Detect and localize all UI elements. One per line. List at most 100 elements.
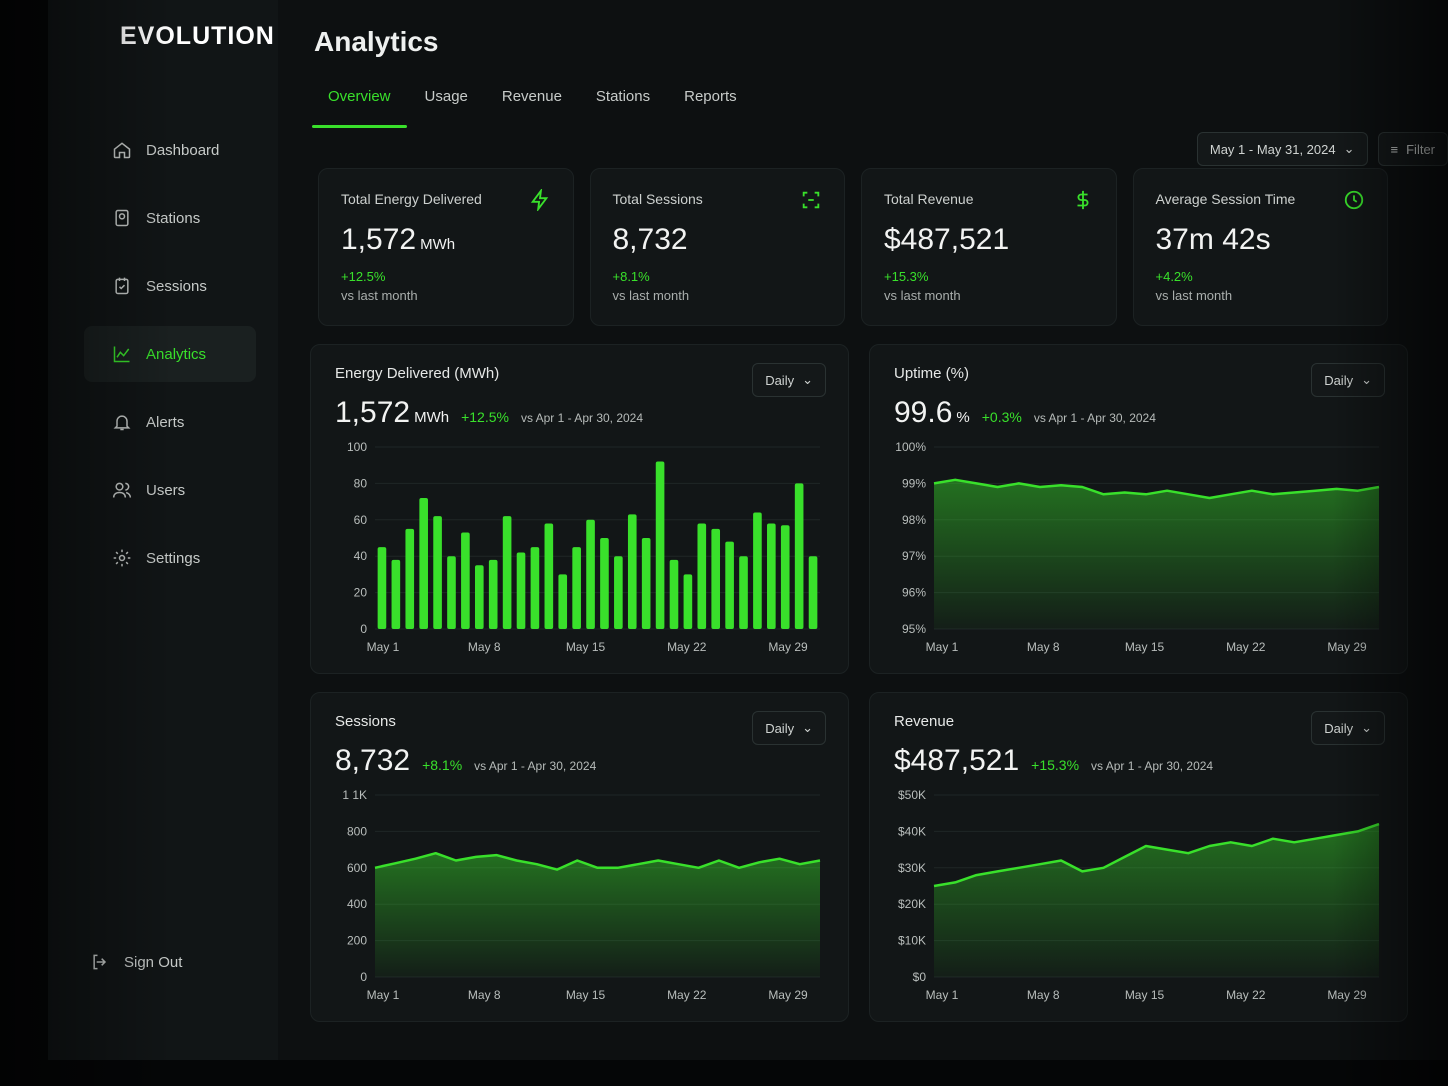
- bar: [530, 547, 540, 629]
- y-tick-label: 60: [354, 513, 368, 527]
- panel-compare: vs Apr 1 - Apr 30, 2024: [1033, 411, 1156, 425]
- sidebar-item-label: Alerts: [146, 413, 185, 431]
- dropdown-label: Daily: [765, 372, 795, 388]
- sidebar-item-label: Users: [146, 481, 186, 499]
- x-tick-label: May 29: [768, 640, 808, 654]
- sidebar-item-stations[interactable]: Stations: [84, 190, 256, 246]
- panel-value: $487,521: [894, 744, 1020, 777]
- y-tick-label: $30K: [898, 861, 926, 875]
- main-content: Analytics Overview Usage Revenue Station…: [278, 0, 1448, 1060]
- tab-revenue[interactable]: Revenue: [501, 88, 562, 105]
- y-tick-label: 0: [360, 970, 367, 984]
- bar: [377, 547, 387, 629]
- bar: [572, 547, 581, 629]
- toolbar: May 1 - May 31, 2024 ⌄ ≡ Filter: [1196, 132, 1448, 166]
- kpi-change: +4.2%: [1155, 269, 1193, 284]
- energy-panel: Energy Delivered (MWh) 1,572 MWh +12.5% v…: [310, 344, 849, 674]
- x-tick-label: May 29: [1327, 640, 1367, 654]
- x-tick-label: May 1: [926, 988, 959, 1002]
- kpi-value: 8,732: [612, 223, 688, 256]
- app-window: EVOLUTION Dashboard Stations Sessions An…: [48, 0, 1448, 1060]
- kpi-label: Total Sessions: [612, 191, 703, 207]
- bar: [474, 565, 484, 629]
- filter-icon: ≡: [1390, 141, 1399, 157]
- y-tick-label: 600: [347, 861, 367, 875]
- panel-compare: vs Apr 1 - Apr 30, 2024: [520, 411, 644, 425]
- bar: [558, 574, 568, 629]
- x-tick-label: May 1: [926, 640, 959, 654]
- sidebar-item-settings[interactable]: Settings: [84, 530, 256, 586]
- panel-title: Energy Delivered (MWh): [335, 365, 500, 382]
- sidebar-item-sessions[interactable]: Sessions: [84, 258, 256, 314]
- panel-value: 8,732: [335, 744, 411, 777]
- sidebar-item-dashboard[interactable]: Dashboard: [84, 122, 256, 178]
- x-tick-label: May 8: [468, 988, 501, 1002]
- chevron-down-icon: ⌄: [1361, 720, 1372, 735]
- kpi-value: $487,521: [884, 223, 1010, 256]
- interval-dropdown[interactable]: Daily ⌄: [1311, 711, 1385, 745]
- bar: [739, 556, 748, 629]
- date-range-label: May 1 - May 31, 2024: [1209, 141, 1336, 157]
- x-tick-label: May 15: [566, 988, 606, 1002]
- kpi-label: Average Session Time: [1155, 191, 1296, 207]
- y-tick-label: 20: [354, 586, 368, 600]
- sessions-scan-icon: [802, 191, 820, 209]
- bar: [405, 528, 415, 629]
- bar: [794, 483, 804, 629]
- interval-dropdown[interactable]: Daily ⌄: [752, 711, 826, 745]
- bar: [683, 574, 693, 629]
- sidebar-item-analytics[interactable]: Analytics: [84, 326, 256, 382]
- y-tick-label: 80: [354, 476, 368, 490]
- kpi-row: Total Energy Delivered 1,572 MWh +12.5% v…: [310, 168, 1428, 326]
- y-tick-label: $50K: [898, 788, 926, 802]
- bar: [586, 519, 595, 629]
- chart-svg: 100% 99% 98% 97% 96% 95%May 1 May 8 May 15 May 2…: [895, 440, 1380, 654]
- sidebar-nav: Dashboard Stations Sessions Analytics Al…: [48, 122, 278, 586]
- bar: [725, 541, 734, 629]
- station-icon: [115, 209, 129, 227]
- bar: [627, 514, 637, 629]
- panel-value: 1,572 MWh: [335, 396, 449, 430]
- sidebar-item-users[interactable]: Users: [84, 462, 256, 518]
- panel-number: 1,572: [335, 396, 411, 429]
- panel-stat: 99.6% +0.3% vs Apr 1 - Apr 30, 2024: [894, 396, 1383, 430]
- users-icon: [112, 482, 132, 498]
- x-tick-label: May 15: [1125, 988, 1165, 1002]
- bar: [697, 523, 707, 629]
- date-range-picker[interactable]: May 1 - May 31, 2024 ⌄: [1196, 132, 1368, 166]
- filter-button[interactable]: ≡ Filter: [1377, 132, 1448, 166]
- y-tick-label: 400: [347, 897, 367, 911]
- x-tick-label: May 8: [468, 640, 501, 654]
- interval-dropdown[interactable]: Daily ⌄: [752, 363, 826, 397]
- tab-stations[interactable]: Stations: [595, 88, 651, 105]
- x-tick-label: May 15: [1125, 640, 1165, 654]
- x-tick-label: May 8: [1027, 640, 1060, 654]
- home-icon: [113, 142, 131, 159]
- sidebar-item-alerts[interactable]: Alerts: [84, 394, 256, 450]
- tab-overview[interactable]: Overview: [312, 88, 406, 128]
- kpi-number: 1,572: [341, 223, 417, 256]
- interval-dropdown[interactable]: Daily ⌄: [1311, 363, 1385, 397]
- sessions-panel: Sessions 8,732 +8.1% vs Apr 1 - Apr 30, …: [310, 692, 849, 1022]
- panel-unit: %: [956, 409, 970, 426]
- brand-logo: EVOLUTION: [120, 22, 275, 50]
- tab-reports[interactable]: Reports: [684, 88, 737, 105]
- panel-value: 99.6%: [894, 396, 970, 430]
- y-tick-label: 96%: [902, 586, 926, 600]
- filter-label: Filter: [1406, 141, 1435, 157]
- bar: [614, 556, 623, 629]
- sidebar-item-label: Stations: [146, 209, 201, 227]
- chevron-down-icon: ⌄: [802, 372, 813, 387]
- kpi-change: +8.1%: [612, 269, 650, 284]
- tab-usage[interactable]: Usage: [424, 88, 468, 105]
- kpi-value: 37m 42s: [1155, 223, 1271, 256]
- area-fill: [934, 479, 1379, 629]
- bar: [502, 516, 512, 629]
- x-tick-label: May 22: [1226, 988, 1266, 1002]
- gear-icon: [113, 549, 131, 567]
- sign-out-button[interactable]: Sign Out: [84, 952, 182, 972]
- bar: [711, 528, 721, 629]
- kpi-subtext: vs last month: [1155, 288, 1233, 303]
- bar: [669, 559, 679, 629]
- tab-bar: Overview Usage Revenue Stations Reports: [310, 88, 1428, 128]
